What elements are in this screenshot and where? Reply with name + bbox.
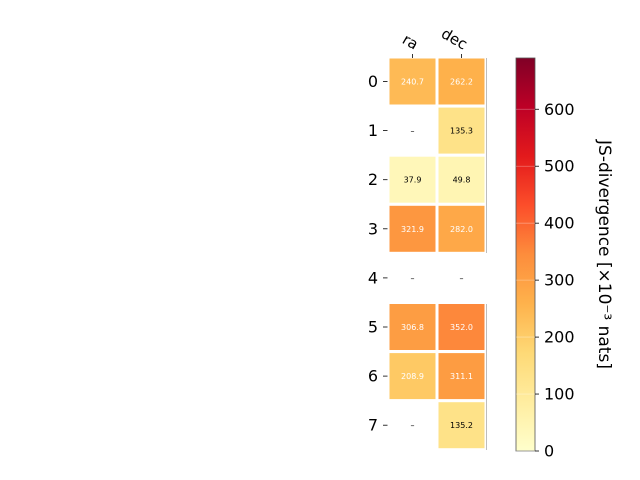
column-label: ra [399,30,421,53]
row-label: 4 [368,268,378,287]
colorbar-tick-label: 200 [544,328,575,347]
heatmap-cell [389,156,436,203]
cell-label: 282.0 [450,225,473,234]
heatmap-cells: 240.7 262.2 – 135.3 37.9 49.8 321.9 282.0 – – 306.… [389,58,485,449]
colorbar-tick-label: 100 [544,385,575,404]
cell-label: – [411,274,415,283]
row-label: 3 [368,219,378,238]
cell-label: – [411,421,415,430]
cell-label: 262.2 [450,78,473,87]
heatmap-cell [389,353,436,400]
colorbar-tick-label: 600 [544,100,575,119]
cell-label: 208.9 [401,372,424,381]
heatmap-cell [438,402,485,449]
colorbar-tick-label: 0 [544,442,554,461]
cell-label: 135.3 [450,127,473,136]
heatmap-cell [438,353,485,400]
heatmap-cell [438,205,485,252]
heatmap-cell [438,156,485,203]
heatmap-cell [438,107,485,154]
colorbar-gradient [515,57,536,452]
cell-label: 306.8 [401,323,424,332]
colorbar-tick-label: 300 [544,271,575,290]
cell-label: 321.9 [401,225,424,234]
row-labels: 0 1 2 3 4 5 6 7 [368,72,388,435]
colorbar-tick-label: 500 [544,157,575,176]
column-labels: ra dec [399,24,471,58]
colorbar-tick-label: 400 [544,214,575,233]
row-label: 5 [368,318,378,337]
cell-label: 311.1 [450,372,473,381]
colorbar: 0 100 200 300 400 500 600 JS-divergence [×10⁻³ … [515,57,614,461]
heatmap-cell [389,304,436,350]
row-label: 2 [368,170,378,189]
heatmap-cell [438,58,485,105]
cell-label: 135.2 [450,421,473,430]
row-label: 1 [368,121,378,140]
cell-label: – [411,127,415,136]
cell-label: 49.8 [453,176,471,185]
heatmap-cell [438,304,485,350]
cell-label: – [460,274,464,283]
colorbar-label: JS-divergence [×10⁻³ nats] [594,139,614,369]
row-label: 0 [368,72,378,91]
cell-label: 37.9 [404,176,422,185]
cell-label: 352.0 [450,323,473,332]
heatmap-cell [389,205,436,252]
heatmap-cell [389,58,436,105]
row-label: 7 [368,416,378,435]
column-label: dec [438,24,470,53]
cell-label: 240.7 [401,78,424,87]
row-label: 6 [368,367,378,386]
